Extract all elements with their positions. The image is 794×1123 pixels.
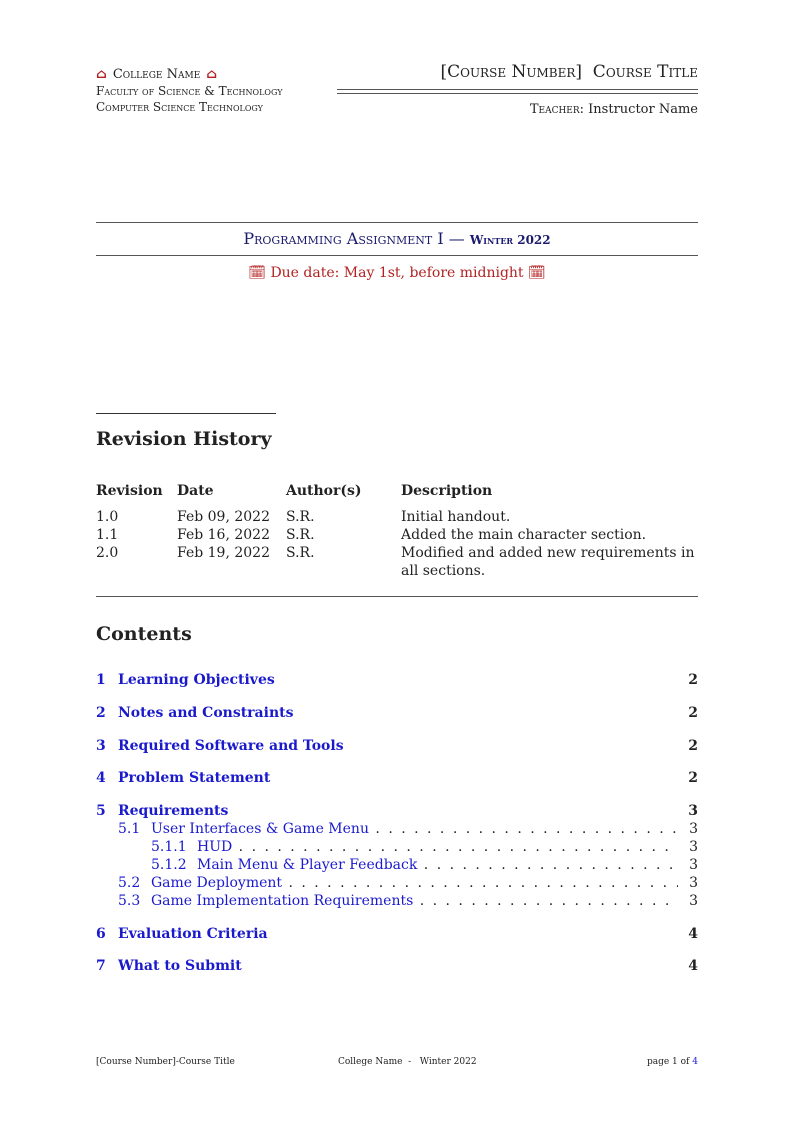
toc-entry[interactable]: 1 Learning Objectives 2	[96, 672, 698, 688]
calendar-icon: 🗓	[528, 265, 546, 281]
toc-number: 5.1.1	[151, 839, 187, 855]
toc-entry[interactable]: 5.1 User Interfaces & Game Menu 3	[96, 821, 698, 837]
toc-entry[interactable]: 5.1.1 HUD 3	[96, 839, 698, 855]
toc-entry[interactable]: 5.1.2 Main Menu & Player Feedback 3	[96, 857, 698, 873]
due-date: 🗓 Due date: May 1st, before midnight 🗓	[96, 265, 698, 281]
toc-title[interactable]: Required Software and Tools	[118, 738, 344, 754]
toc-title[interactable]: Main Menu & Player Feedback	[197, 857, 678, 873]
cell: Feb 16, 2022	[177, 527, 270, 543]
column-header: Revision	[96, 483, 163, 499]
toc-number: 5.1	[118, 821, 141, 837]
cell: S.R.	[286, 509, 315, 525]
table-row: 1.1 Feb 16, 2022 S.R. Added the main charac…	[96, 526, 698, 544]
institution-block: ⌂ College Name ⌂ Faculty of Science & Tech…	[96, 67, 283, 115]
total-pages-link[interactable]: 4	[692, 1057, 698, 1067]
toc-number: 5.1.2	[151, 857, 187, 873]
toc-number: 1	[96, 672, 106, 688]
column-header: Author(s)	[286, 483, 362, 499]
toc-page: 3	[689, 875, 698, 891]
header-double-rule	[337, 89, 698, 94]
toc-page: 2	[688, 705, 698, 721]
toc-entry[interactable]: 5.3 Game Implementation Requirements 3	[96, 893, 698, 909]
faculty-name: Faculty of Science & Technology	[96, 84, 283, 98]
toc-number: 5.2	[118, 875, 141, 891]
toc-number: 2	[96, 705, 106, 721]
column-header: Description	[401, 483, 493, 499]
toc-number: 3	[96, 738, 106, 754]
section-rule	[96, 413, 276, 414]
revision-history-heading: Revision History	[96, 428, 272, 450]
cell: S.R.	[286, 545, 315, 561]
cell: Initial handout.	[401, 509, 511, 525]
teacher-label: Teacher:	[529, 102, 585, 117]
section-rule	[96, 596, 698, 597]
toc-title[interactable]: What to Submit	[118, 958, 242, 974]
toc-page: 3	[689, 821, 698, 837]
due-date-text: Due date: May 1st, before midnight	[270, 265, 524, 281]
toc-entry[interactable]: 3 Required Software and Tools 2	[96, 738, 698, 754]
revision-table: Revision Date Author(s) Description 1.0 Feb …	[96, 482, 698, 580]
cell: Feb 09, 2022	[177, 509, 270, 525]
toc-entry[interactable]: 6 Evaluation Criteria 4	[96, 926, 698, 942]
teacher-line: Teacher: Instructor Name	[530, 102, 698, 117]
footer-center: College Name - Winter 2022	[338, 1057, 477, 1067]
assignment-name: Programming Assignment I —	[243, 229, 465, 248]
toc-title[interactable]: Evaluation Criteria	[118, 926, 268, 942]
toc-page: 2	[688, 738, 698, 754]
toc-entry[interactable]: 5.2 Game Deployment 3	[96, 875, 698, 891]
table-row: 2.0 Feb 19, 2022 S.R. Modified and added ne…	[96, 544, 698, 580]
toc-page: 3	[689, 839, 698, 855]
assignment-title: Programming Assignment I — Winter 2022	[96, 229, 698, 248]
page-number: page 1 of 4	[647, 1057, 698, 1067]
toc-title[interactable]: Requirements	[118, 803, 229, 819]
toc-number: 4	[96, 770, 106, 786]
toc-entry[interactable]: 5 Requirements 3	[96, 803, 698, 819]
toc-page: 4	[688, 926, 698, 942]
toc-page: 4	[688, 958, 698, 974]
toc-title[interactable]: User Interfaces & Game Menu	[151, 821, 678, 837]
cell: 2.0	[96, 545, 119, 561]
toc-page: 3	[689, 857, 698, 873]
footer-course: [Course Number]-Course Title	[96, 1057, 235, 1067]
table-row: 1.0 Feb 09, 2022 S.R. Initial handout.	[96, 508, 698, 526]
toc-number: 7	[96, 958, 106, 974]
cell: Added the main character section.	[401, 527, 647, 543]
toc-title[interactable]: HUD	[197, 839, 678, 855]
toc-title[interactable]: Notes and Constraints	[118, 705, 294, 721]
toc-page: 3	[688, 803, 698, 819]
calendar-icon: 🗓	[248, 265, 266, 281]
toc-entry[interactable]: 2 Notes and Constraints 2	[96, 705, 698, 721]
course-title: [Course Number] Course Title	[440, 62, 698, 82]
toc-number: 6	[96, 926, 106, 942]
contents-heading: Contents	[96, 623, 192, 645]
toc-title[interactable]: Problem Statement	[118, 770, 271, 786]
toc-number: 5.3	[118, 893, 141, 909]
cell: S.R.	[286, 527, 315, 543]
toc-entry[interactable]: 7 What to Submit 4	[96, 958, 698, 974]
toc-title[interactable]: Game Deployment	[151, 875, 678, 891]
title-rule-top	[96, 222, 698, 223]
page-label: page 1 of	[646, 1057, 690, 1067]
college-logo-icon: ⌂	[96, 67, 107, 82]
toc-number: 5	[96, 803, 106, 819]
toc-title[interactable]: Game Implementation Requirements	[151, 893, 678, 909]
college-logo-icon: ⌂	[206, 67, 218, 82]
column-header: Date	[177, 483, 214, 499]
cell: 1.0	[96, 509, 119, 525]
toc-entry[interactable]: 4 Problem Statement 2	[96, 770, 698, 786]
teacher-name: Instructor Name	[588, 102, 698, 117]
program-name: Computer Science Technology	[96, 100, 263, 114]
title-rule-bottom	[96, 255, 698, 256]
toc-page: 3	[689, 893, 698, 909]
assignment-term: Winter 2022	[469, 233, 551, 247]
toc-page: 2	[688, 770, 698, 786]
toc-page: 2	[688, 672, 698, 688]
cell: Feb 19, 2022	[177, 545, 270, 561]
college-name: College Name	[112, 67, 201, 82]
cell: 1.1	[96, 527, 119, 543]
toc-title[interactable]: Learning Objectives	[118, 672, 275, 688]
cell: Modified and added new requirements in a…	[401, 545, 695, 579]
